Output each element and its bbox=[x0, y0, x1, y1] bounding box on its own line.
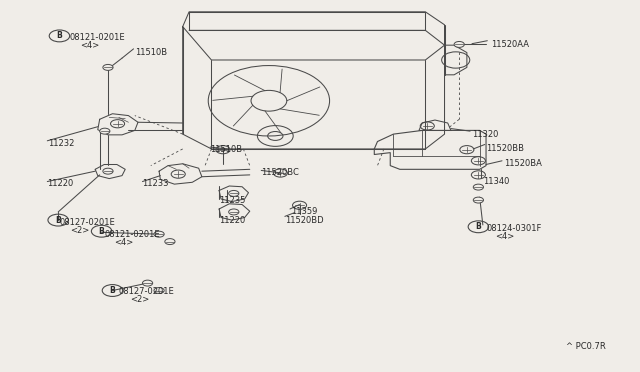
Text: 11359: 11359 bbox=[291, 208, 317, 217]
Text: 11233: 11233 bbox=[143, 179, 169, 188]
Circle shape bbox=[154, 231, 164, 237]
Text: 11320: 11320 bbox=[472, 130, 499, 139]
Circle shape bbox=[143, 280, 153, 286]
Text: 11340: 11340 bbox=[483, 177, 509, 186]
Circle shape bbox=[165, 238, 175, 244]
Text: 08124-0301F: 08124-0301F bbox=[486, 224, 541, 233]
Text: 08127-0201E: 08127-0201E bbox=[60, 218, 115, 227]
Text: ^ PC0.7R: ^ PC0.7R bbox=[566, 342, 605, 351]
Text: 08121-0201E: 08121-0201E bbox=[104, 230, 160, 239]
Text: 11220: 11220 bbox=[47, 179, 74, 188]
Text: 08127-0201E: 08127-0201E bbox=[119, 287, 175, 296]
Text: 11232: 11232 bbox=[49, 138, 75, 148]
Text: 11235: 11235 bbox=[219, 196, 246, 205]
Circle shape bbox=[103, 168, 113, 174]
Text: B: B bbox=[476, 222, 481, 231]
Text: <2>: <2> bbox=[70, 226, 89, 235]
Text: B: B bbox=[56, 31, 62, 41]
Circle shape bbox=[473, 184, 483, 190]
Text: B: B bbox=[55, 216, 61, 225]
Text: <4>: <4> bbox=[115, 238, 134, 247]
Circle shape bbox=[228, 190, 239, 196]
Text: 11510B: 11510B bbox=[210, 145, 243, 154]
Text: B: B bbox=[109, 286, 115, 295]
Circle shape bbox=[103, 64, 113, 70]
Text: <2>: <2> bbox=[130, 295, 149, 304]
Text: 11520BC: 11520BC bbox=[261, 168, 299, 177]
Text: <4>: <4> bbox=[80, 41, 99, 50]
Text: B: B bbox=[99, 227, 104, 236]
Circle shape bbox=[454, 41, 465, 47]
Circle shape bbox=[228, 209, 239, 215]
Text: 11520BB: 11520BB bbox=[486, 144, 524, 154]
Circle shape bbox=[154, 288, 164, 294]
Text: 08121-0201E: 08121-0201E bbox=[70, 33, 125, 42]
Circle shape bbox=[100, 128, 110, 134]
Text: <4>: <4> bbox=[495, 232, 515, 241]
Text: 11520BA: 11520BA bbox=[504, 159, 542, 168]
Text: 11220: 11220 bbox=[219, 216, 245, 225]
Text: 11510B: 11510B bbox=[135, 48, 167, 57]
Text: 11520AA: 11520AA bbox=[491, 39, 529, 49]
Text: 11520BD: 11520BD bbox=[285, 216, 323, 225]
Circle shape bbox=[473, 197, 483, 203]
